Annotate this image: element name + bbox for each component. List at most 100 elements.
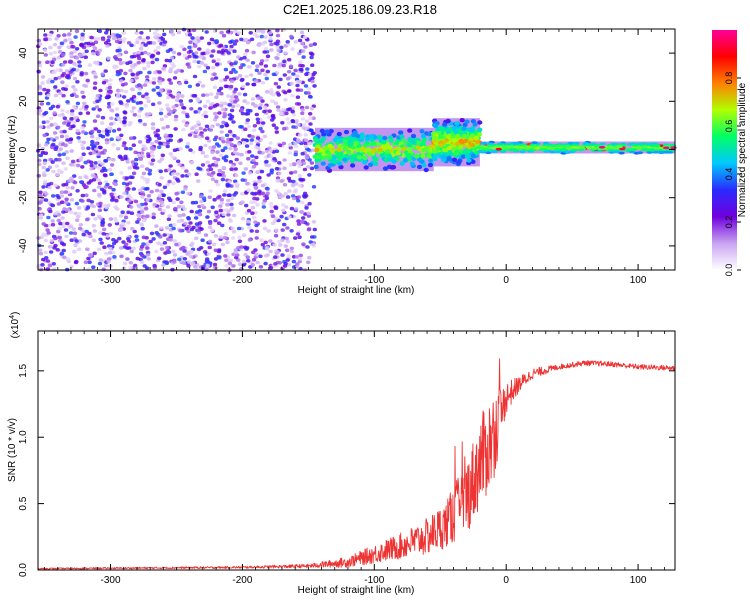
heatmap-cell xyxy=(177,214,183,218)
heatmap-cell xyxy=(306,165,311,169)
heatmap-cell xyxy=(67,37,73,42)
heatmap-cell xyxy=(111,143,116,147)
heatmap-cell xyxy=(356,155,362,160)
heatmap-cell xyxy=(243,167,249,171)
heatmap-cell xyxy=(296,222,302,226)
heatmap-cell xyxy=(97,192,102,197)
heatmap-cell xyxy=(97,208,103,213)
heatmap-cell xyxy=(462,150,468,155)
heatmap-cell xyxy=(96,129,102,134)
heatmap-cell xyxy=(228,146,233,151)
heatmap-cell xyxy=(68,162,74,167)
heatmap-cell xyxy=(38,193,43,198)
heatmap-cell xyxy=(363,165,369,170)
heatmap-cell xyxy=(257,71,262,75)
heatmap-cell xyxy=(86,256,91,261)
heatmap-cell xyxy=(230,236,236,240)
heatmap-cell xyxy=(220,148,225,153)
heatmap-cell xyxy=(183,221,188,226)
heatmap-cell xyxy=(41,165,46,170)
heatmap-cell xyxy=(171,226,176,231)
heatmap-cell xyxy=(310,63,315,67)
heatmap-cell xyxy=(274,130,279,134)
heatmap-cell xyxy=(342,146,348,151)
heatmap-cell xyxy=(159,247,165,251)
heatmap-cell xyxy=(295,265,300,269)
heatmap-cell xyxy=(103,179,109,184)
heatmap-cell xyxy=(236,226,242,231)
heatmap-cell xyxy=(154,32,160,37)
heatmap-region xyxy=(431,118,483,167)
heatmap-cell xyxy=(38,153,43,158)
heatmap-cell xyxy=(157,194,163,198)
heatmap-cell xyxy=(78,53,83,58)
heatmap-cell xyxy=(253,182,258,186)
heatmap-cell xyxy=(213,248,218,253)
heatmap-cell xyxy=(216,157,221,162)
heatmap-cell xyxy=(130,226,135,231)
heatmap-cell xyxy=(299,30,305,35)
heatmap-cell xyxy=(123,242,129,247)
heatmap-cell xyxy=(38,251,44,256)
heatmap-cell xyxy=(186,191,191,196)
heatmap-cell xyxy=(129,78,134,83)
heatmap-cell xyxy=(56,218,61,223)
heatmap-cell xyxy=(564,144,571,148)
heatmap-cell xyxy=(63,190,68,194)
heatmap-cell xyxy=(486,142,494,146)
heatmap-cell xyxy=(98,258,104,262)
heatmap-cell xyxy=(116,53,122,58)
heatmap-cell xyxy=(252,200,257,204)
heatmap-cell xyxy=(124,104,129,109)
heatmap-cell xyxy=(308,122,313,126)
heatmap-cell xyxy=(137,91,142,96)
heatmap-cell xyxy=(298,133,303,137)
heatmap-cell xyxy=(75,101,81,106)
heatmap-cell xyxy=(148,41,153,45)
heatmap-cell xyxy=(64,150,69,154)
heatmap-cell xyxy=(207,164,212,168)
heatmap-cell xyxy=(89,134,95,139)
heatmap-cell xyxy=(234,39,239,43)
heatmap-cell xyxy=(177,81,183,86)
heatmap-cell xyxy=(653,144,660,148)
heatmap-cell xyxy=(307,201,312,206)
heatmap-cell xyxy=(55,68,60,72)
heatmap-cell xyxy=(129,55,135,59)
heatmap-cell xyxy=(350,163,356,168)
heatmap-cell xyxy=(258,103,264,107)
heatmap-cell xyxy=(156,91,161,96)
colorbar-label: Normalized spectral amplitude xyxy=(737,82,748,217)
heatmap-cell xyxy=(234,157,239,162)
heatmap-cell xyxy=(61,87,66,91)
heatmap-cell xyxy=(123,215,129,220)
heatmap-cell xyxy=(208,125,214,129)
heatmap-cell xyxy=(122,37,127,41)
heatmap-cell xyxy=(295,262,300,266)
heatmap-cell xyxy=(229,167,234,171)
heatmap-cell xyxy=(162,64,168,68)
heatmap-cell xyxy=(65,156,70,161)
heatmap-cell xyxy=(256,170,261,174)
heatmap-cell xyxy=(64,207,69,212)
heatmap-cell xyxy=(213,76,219,80)
heatmap-cell xyxy=(195,83,200,87)
heatmap-cell xyxy=(127,166,132,170)
heatmap-cell xyxy=(292,189,298,194)
heatmap-cell xyxy=(224,264,229,268)
heatmap-cell xyxy=(214,210,219,214)
heatmap-cell xyxy=(216,91,221,96)
heatmap-cell xyxy=(240,192,245,196)
heatmap-cell xyxy=(247,238,252,242)
heatmap-cell xyxy=(184,169,189,173)
heatmap-cell xyxy=(277,171,282,176)
heatmap-cell xyxy=(210,177,216,181)
heatmap-cell xyxy=(52,246,57,250)
heatmap-cell xyxy=(96,247,102,252)
heatmap-cell xyxy=(122,261,128,266)
heatmap-cell xyxy=(63,143,68,148)
heatmap-cell xyxy=(308,95,313,99)
heatmap-cell xyxy=(119,254,124,259)
heatmap-cell xyxy=(105,44,110,48)
